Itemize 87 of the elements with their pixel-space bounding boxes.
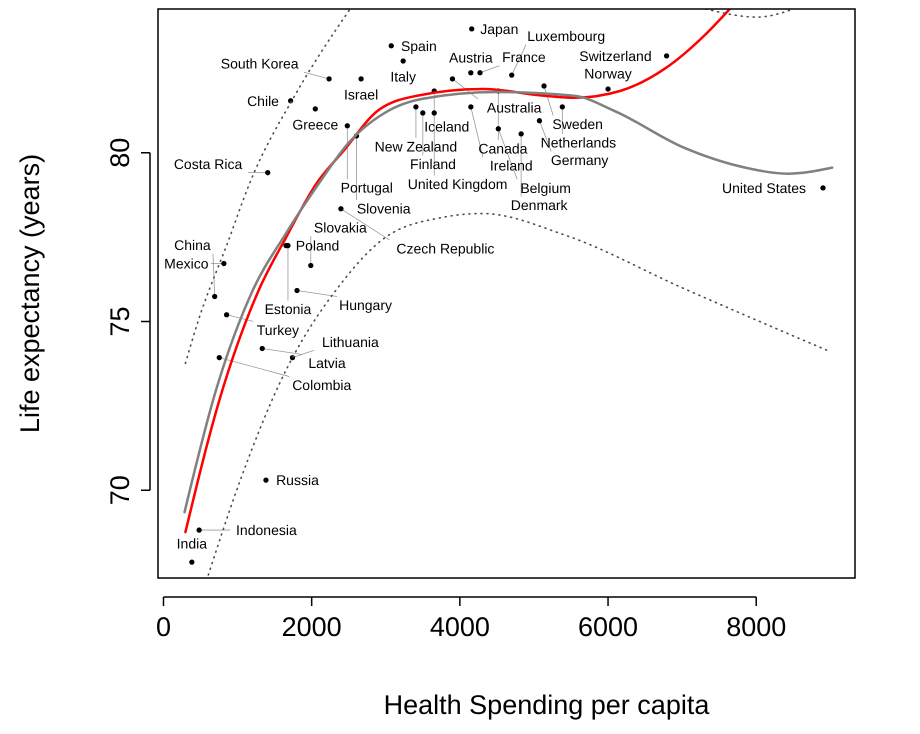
- data-label: Poland: [296, 238, 340, 254]
- point: [358, 76, 364, 82]
- point: [294, 288, 300, 294]
- point: [432, 110, 437, 116]
- data-label: Lithuania: [322, 334, 380, 350]
- data-label: Portugal: [340, 180, 393, 196]
- point: [221, 260, 227, 266]
- point: [400, 58, 406, 64]
- point: [338, 206, 344, 212]
- data-label: Norway: [584, 65, 632, 82]
- point: [260, 346, 265, 352]
- point: [468, 70, 474, 76]
- data-label: Slovenia: [356, 200, 411, 217]
- y-tick-label: 75: [105, 306, 135, 337]
- point: [212, 294, 218, 300]
- point: [189, 559, 195, 565]
- point: [326, 76, 332, 82]
- data-label: Canada: [478, 140, 528, 156]
- data-label: India: [176, 536, 208, 552]
- data-label: Belgium: [520, 180, 571, 196]
- point: [469, 26, 474, 32]
- point: [477, 70, 483, 76]
- point: [388, 43, 394, 48]
- data-label: Germany: [550, 152, 608, 168]
- x-tick-label: 4000: [430, 612, 490, 642]
- x-axis-title: Health Spending per capita: [384, 690, 710, 720]
- data-label: Ireland: [490, 158, 533, 174]
- data-label: Costa Rica: [174, 156, 242, 172]
- y-tick-label: 80: [105, 138, 135, 168]
- data-label: Sweden: [552, 116, 603, 132]
- data-label: Hungary: [339, 296, 392, 313]
- data-label: Australia: [486, 99, 542, 116]
- data-label: Mexico: [164, 255, 209, 272]
- point: [265, 170, 270, 176]
- x-tick-label: 8000: [726, 612, 786, 642]
- point: [216, 354, 222, 360]
- data-label: Italy: [390, 68, 416, 84]
- point: [518, 131, 524, 137]
- point: [413, 104, 419, 110]
- point: [820, 185, 826, 191]
- data-label: Turkey: [256, 322, 300, 338]
- data-label: Czech Republic: [396, 240, 494, 257]
- point: [308, 262, 314, 268]
- point: [420, 110, 426, 116]
- data-label: New Zealand: [374, 138, 458, 154]
- data-label: France: [502, 49, 546, 66]
- data-label: Finland: [410, 156, 456, 172]
- point: [344, 123, 350, 128]
- data-label: Indonesia: [236, 522, 297, 538]
- data-label: Spain: [400, 38, 437, 54]
- data-label: Russia: [276, 472, 320, 488]
- point: [450, 76, 456, 82]
- point: [224, 312, 230, 318]
- data-label: Chile: [247, 92, 280, 109]
- data-label: South Korea: [220, 56, 299, 72]
- x-tick-label: 6000: [578, 612, 638, 642]
- data-label: Denmark: [510, 196, 569, 213]
- point: [664, 53, 670, 59]
- data-label: United Kingdom: [408, 176, 508, 192]
- data-label: Slovakia: [314, 219, 368, 236]
- point: [468, 104, 474, 110]
- data-label: Greece: [292, 116, 338, 132]
- point: [496, 126, 501, 132]
- data-label: Luxembourg: [527, 28, 606, 44]
- x-tick-label: 0: [156, 612, 171, 642]
- data-label: Latvia: [308, 355, 346, 372]
- data-label: Iceland: [424, 118, 470, 135]
- data-label: United States: [722, 180, 806, 196]
- data-label: Estonia: [264, 301, 312, 318]
- point: [509, 72, 514, 78]
- point: [541, 83, 547, 89]
- point: [536, 118, 542, 124]
- point: [605, 86, 611, 92]
- data-label: Netherlands: [540, 134, 616, 150]
- point: [312, 106, 318, 112]
- data-label: Colombia: [292, 377, 352, 394]
- data-label: Japan: [480, 20, 518, 37]
- data-label: Austria: [449, 49, 493, 66]
- point: [263, 477, 269, 483]
- data-label: China: [174, 237, 211, 254]
- data-label: Israel: [344, 86, 378, 102]
- point: [560, 104, 565, 110]
- data-label: Switzerland: [579, 48, 652, 64]
- y-tick-label: 70: [105, 475, 135, 506]
- x-tick-label: 2000: [282, 612, 342, 642]
- y-axis-title: Life expectancy (years): [15, 154, 45, 434]
- point: [196, 527, 202, 533]
